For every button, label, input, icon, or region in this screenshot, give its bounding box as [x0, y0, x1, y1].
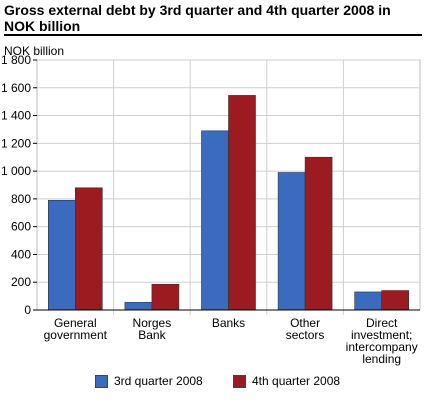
y-tick-label: 800 — [11, 192, 31, 206]
y-tick-label: 1 200 — [1, 136, 31, 150]
bar-series-1 — [124, 302, 153, 311]
y-tick-label: 1 800 — [1, 53, 31, 67]
legend-label-series-2: 4th quarter 2008 — [252, 374, 341, 388]
chart-title: Gross external debt by 3rd quarter and 4… — [4, 2, 422, 34]
bar-series-1 — [277, 172, 306, 311]
x-tick-label: General — [54, 316, 97, 330]
legend-swatch-series-2 — [233, 374, 246, 388]
y-tick-label: 1 600 — [1, 81, 31, 95]
x-tick-label: Bank — [138, 328, 166, 342]
x-tick-label: sectors — [286, 328, 325, 342]
bar-series-2 — [304, 156, 333, 311]
bar-series-2 — [151, 284, 180, 311]
bar-series-2 — [381, 290, 410, 311]
legend-item-series-1: 3rd quarter 2008 — [95, 374, 203, 388]
x-tick-label: lending — [362, 352, 401, 366]
bar-series-1 — [47, 199, 76, 311]
title-rule — [4, 34, 422, 36]
chart-title-text: Gross external debt by 3rd quarter and 4… — [4, 2, 391, 34]
y-tick-label: 1 000 — [1, 164, 31, 178]
y-tick-label: 400 — [11, 247, 31, 261]
legend-swatch-series-1 — [95, 374, 108, 388]
bar-series-1 — [354, 291, 383, 311]
bar-series-1 — [201, 130, 229, 311]
legend-item-series-2: 4th quarter 2008 — [233, 374, 340, 388]
x-tick-label: Other — [290, 316, 320, 330]
bar-series-2 — [228, 95, 256, 311]
x-tick-label: Norges — [133, 316, 172, 330]
x-tick-label: government — [44, 328, 108, 342]
x-tick-label: Direct — [366, 316, 398, 330]
y-tick-label: 600 — [11, 220, 31, 234]
x-tick-label: investment; — [351, 328, 412, 342]
y-tick-label: 1 400 — [1, 109, 31, 123]
legend-label-series-1: 3rd quarter 2008 — [114, 374, 203, 388]
x-tick-label: Banks — [212, 316, 245, 330]
bar-series-2 — [75, 187, 103, 311]
x-tick-label: intercompany — [346, 340, 418, 354]
y-axis-label: NOK billion — [4, 44, 65, 58]
y-tick-label: 200 — [11, 275, 31, 289]
y-tick-label: 0 — [24, 303, 31, 317]
